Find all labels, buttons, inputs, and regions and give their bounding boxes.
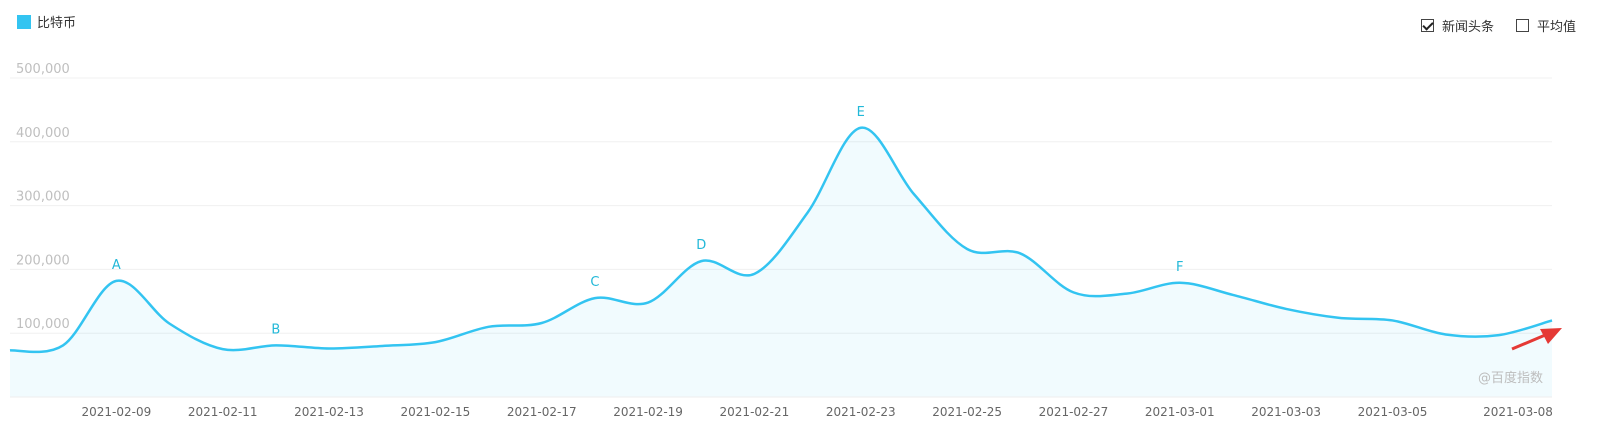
news-marker-b[interactable]: B [271, 322, 280, 337]
x-axis-ticks: 2021-02-09 2021-02-11 2021-02-13 2021-02-15… [81, 405, 1552, 419]
news-marker-a[interactable]: A [112, 258, 121, 273]
series-area [10, 128, 1552, 397]
x-tick-label: 2021-03-01 [1145, 405, 1215, 419]
y-tick-label: 300,000 [16, 190, 70, 205]
x-tick-label: 2021-03-08 [1483, 405, 1553, 419]
x-tick-label: 2021-02-11 [188, 405, 258, 419]
y-tick-label: 100,000 [16, 317, 70, 332]
y-tick-label: 500,000 [16, 62, 70, 77]
news-marker-c[interactable]: C [590, 275, 599, 290]
x-tick-label: 2021-02-27 [1039, 405, 1109, 419]
x-tick-label: 2021-03-05 [1358, 405, 1428, 419]
news-marker-f[interactable]: F [1176, 260, 1183, 275]
news-marker-e[interactable]: E [857, 105, 865, 120]
x-tick-label: 2021-02-25 [932, 405, 1002, 419]
x-tick-label: 2021-03-03 [1251, 405, 1321, 419]
x-tick-label: 2021-02-23 [826, 405, 896, 419]
x-tick-label: 2021-02-17 [507, 405, 577, 419]
x-tick-label: 2021-02-13 [294, 405, 364, 419]
x-tick-label: 2021-02-09 [81, 405, 151, 419]
watermark: @百度指数 [1478, 370, 1543, 386]
x-tick-label: 2021-02-21 [720, 405, 790, 419]
y-tick-label: 400,000 [16, 126, 70, 141]
news-marker-d[interactable]: D [696, 238, 706, 253]
x-tick-label: 2021-02-19 [613, 405, 683, 419]
y-axis-ticks: 100,000 200,000 300,000 400,000 500,000 [16, 62, 70, 332]
y-tick-label: 200,000 [16, 253, 70, 268]
x-tick-label: 2021-02-15 [401, 405, 471, 419]
